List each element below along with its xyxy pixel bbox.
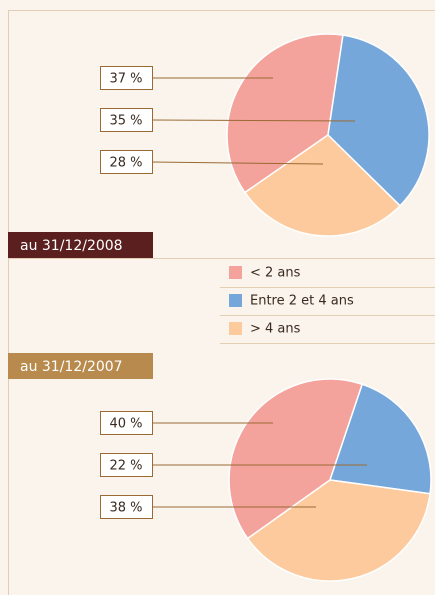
label-box [100, 411, 153, 435]
label-box [100, 66, 153, 90]
date-label: au 31/12/2008 [20, 238, 123, 254]
legend-label: Entre 2 et 4 ans [250, 294, 354, 309]
legend-swatch [229, 266, 242, 279]
pie-slice [228, 378, 364, 540]
pie-slice [226, 33, 344, 194]
legend-label: < 2 ans [250, 266, 301, 281]
value-label: 35 % [109, 114, 142, 129]
value-label: 40 % [109, 417, 142, 432]
label-box [100, 453, 153, 477]
date-band [8, 353, 153, 379]
label-box [100, 150, 153, 174]
value-label: 28 % [109, 156, 142, 171]
legend-label: > 4 ans [250, 322, 301, 337]
leader-line [151, 161, 324, 165]
pie-slice [246, 479, 431, 582]
pie-slice [243, 134, 402, 237]
value-label: 38 % [109, 501, 142, 516]
value-label: 22 % [109, 459, 142, 474]
date-band [8, 232, 153, 258]
pie-slice [327, 34, 430, 207]
value-label: 37 % [109, 72, 142, 87]
date-label: au 31/12/2007 [20, 359, 123, 375]
label-box [100, 495, 153, 519]
pie-slice [329, 383, 432, 495]
leader-line [151, 119, 356, 122]
legend-swatch [229, 322, 242, 335]
legend-swatch [229, 294, 242, 307]
label-box [100, 108, 153, 132]
